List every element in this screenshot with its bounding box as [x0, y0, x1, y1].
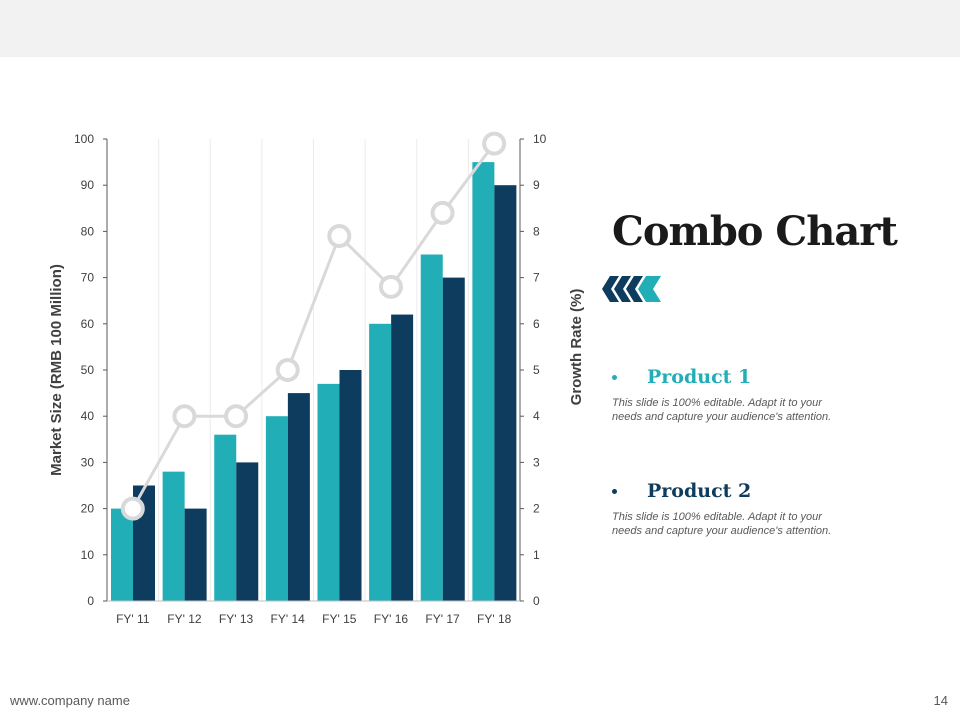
bar-product-2 [494, 185, 517, 601]
y2-tick-label: 0 [533, 594, 540, 608]
chevrons-icon [602, 276, 661, 302]
y2-tick-label: 2 [533, 502, 540, 516]
bar-product-2 [287, 393, 310, 601]
y-tick-label: 0 [87, 594, 94, 608]
y-tick-label: 30 [81, 455, 95, 469]
growth-rate-point [430, 200, 455, 225]
y-tick-label: 50 [81, 363, 95, 377]
bar-product-2 [184, 508, 207, 601]
bar-product-1 [420, 254, 443, 601]
y-tick-label: 20 [81, 502, 95, 516]
growth-rate-point [172, 404, 197, 429]
y2-tick-label: 7 [533, 271, 540, 285]
y-axis-title: Market Size (RMB 100 Million) [48, 264, 65, 476]
bar-product-1 [369, 323, 392, 601]
bar-product-1 [265, 416, 288, 601]
y2-tick-label: 4 [533, 409, 540, 423]
y-tick-label: 90 [81, 178, 95, 192]
y-tick-label: 10 [81, 548, 95, 562]
x-tick-label: FY' 11 [116, 612, 150, 626]
bullet-icon [612, 488, 617, 494]
growth-rate-point [482, 131, 507, 156]
bar-product-1 [111, 508, 133, 601]
growth-rate-point [120, 496, 145, 521]
x-tick-label: FY' 13 [219, 612, 254, 626]
bar-product-2 [339, 370, 362, 601]
x-tick-label: FY' 15 [322, 612, 357, 626]
bar-product-1 [317, 383, 340, 601]
x-tick-label: FY' 17 [425, 612, 460, 626]
y2-tick-label: 3 [533, 455, 540, 469]
y-tick-label: 60 [81, 317, 95, 331]
x-tick-label: FY' 14 [271, 612, 306, 626]
legend-product-1: Product 1 This slide is 100% editable. A… [612, 366, 872, 424]
growth-rate-point [327, 224, 352, 249]
y2-tick-label: 10 [533, 132, 547, 146]
legend-description: This slide is 100% editable. Adapt it to… [612, 511, 832, 537]
y2-tick-label: 1 [533, 548, 540, 562]
y2-axis-title: Growth Rate (%) [568, 289, 585, 406]
y-tick-label: 40 [81, 409, 95, 423]
bar-product-2 [391, 314, 414, 601]
y2-tick-label: 5 [533, 363, 540, 377]
bar-product-1 [162, 471, 185, 601]
y-tick-label: 80 [81, 224, 95, 238]
y-tick-label: 100 [74, 132, 94, 146]
growth-rate-point [275, 358, 300, 382]
y2-tick-label: 9 [533, 178, 540, 192]
y2-tick-label: 6 [533, 317, 540, 331]
legend-product-2: Product 2 This slide is 100% editable. A… [612, 480, 872, 538]
y2-tick-label: 8 [533, 224, 540, 238]
slide-title: Combo Chart [612, 208, 898, 255]
y-tick-label: 70 [81, 271, 95, 285]
legend-description: This slide is 100% editable. Adapt it to… [612, 397, 832, 423]
x-tick-label: FY' 18 [477, 612, 512, 626]
bullet-icon [612, 374, 617, 380]
bar-product-2 [236, 462, 259, 601]
x-tick-label: FY' 16 [374, 612, 409, 626]
footer-url[interactable]: www.company name [10, 693, 130, 708]
growth-rate-point [378, 274, 403, 299]
header-band [0, 0, 960, 57]
bar-product-1 [214, 434, 237, 601]
x-tick-label: FY' 12 [167, 612, 202, 626]
bar-product-2 [442, 277, 465, 601]
growth-rate-point [224, 404, 249, 429]
legend-label: Product 2 [647, 480, 752, 502]
legend-label: Product 1 [647, 366, 752, 388]
bar-product-1 [472, 162, 495, 601]
page-number: 14 [933, 693, 948, 708]
